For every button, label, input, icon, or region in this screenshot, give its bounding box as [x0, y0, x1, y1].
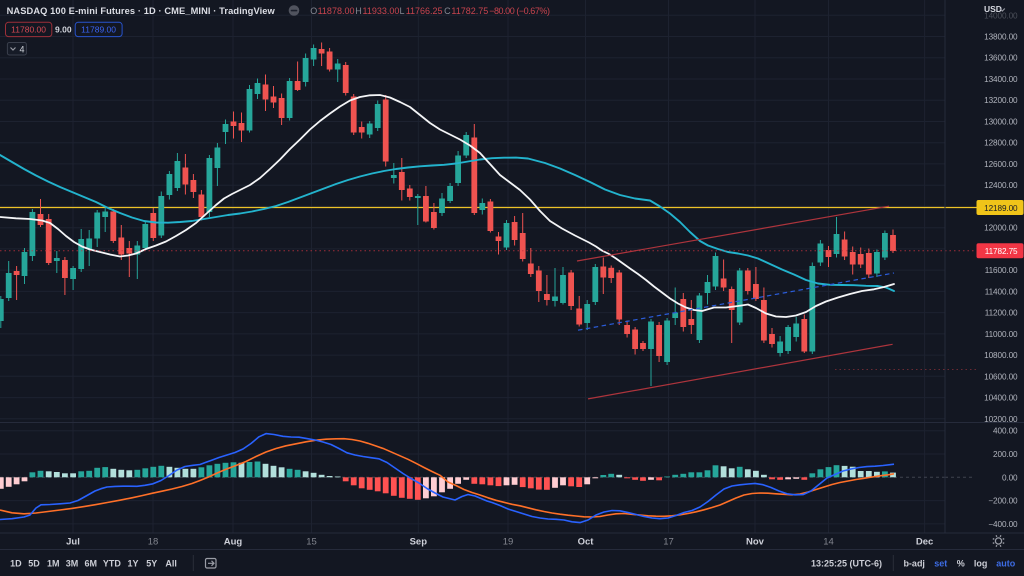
svg-text:−400.00: −400.00	[988, 520, 1018, 529]
svg-text:11000.00: 11000.00	[985, 330, 1018, 339]
svg-text:14: 14	[823, 536, 834, 547]
svg-text:USD: USD	[984, 4, 1002, 14]
svg-text:13000.00: 13000.00	[984, 118, 1018, 127]
svg-text:11933.00: 11933.00	[363, 6, 400, 16]
svg-text:10400.00: 10400.00	[984, 394, 1018, 403]
svg-text:9.00: 9.00	[55, 25, 72, 35]
svg-text:11780.00: 11780.00	[11, 25, 46, 35]
svg-text:13400.00: 13400.00	[984, 75, 1018, 84]
svg-text:11782.75: 11782.75	[451, 6, 488, 16]
svg-text:Oct: Oct	[578, 536, 595, 547]
svg-text:10600.00: 10600.00	[984, 372, 1018, 381]
svg-text:13600.00: 13600.00	[984, 54, 1018, 63]
svg-text:1D: 1D	[10, 558, 22, 568]
svg-text:5Y: 5Y	[146, 558, 157, 568]
svg-text:400.00: 400.00	[993, 427, 1018, 436]
svg-text:12600.00: 12600.00	[984, 160, 1018, 169]
svg-text:b-adj: b-adj	[903, 558, 925, 568]
svg-text:Sep: Sep	[410, 536, 428, 547]
svg-text:All: All	[165, 558, 177, 568]
svg-text:L: L	[400, 6, 405, 16]
svg-text:12800.00: 12800.00	[984, 139, 1018, 148]
svg-text:10800.00: 10800.00	[984, 351, 1018, 360]
svg-text:Nov: Nov	[746, 536, 765, 547]
svg-text:H: H	[355, 6, 362, 16]
svg-text:11782.75: 11782.75	[985, 247, 1018, 256]
svg-text:17: 17	[663, 536, 674, 547]
svg-text:3M: 3M	[66, 558, 79, 568]
svg-text:set: set	[934, 558, 947, 568]
svg-text:11766.25: 11766.25	[406, 6, 443, 16]
svg-text:1M: 1M	[47, 558, 60, 568]
svg-text:−80.00 (−0.67%): −80.00 (−0.67%)	[489, 6, 550, 16]
svg-text:4: 4	[20, 45, 25, 55]
svg-text:11200.00: 11200.00	[985, 309, 1018, 318]
svg-text:O: O	[310, 6, 317, 16]
svg-text:Jul: Jul	[66, 536, 80, 547]
svg-text:13200.00: 13200.00	[984, 96, 1018, 105]
svg-text:YTD: YTD	[103, 558, 122, 568]
svg-text:11400.00: 11400.00	[985, 287, 1018, 296]
svg-text:13800.00: 13800.00	[984, 33, 1018, 42]
svg-text:%: %	[957, 558, 965, 568]
svg-text:C: C	[444, 6, 451, 16]
svg-text:−200.00: −200.00	[988, 497, 1018, 506]
svg-text:11789.00: 11789.00	[81, 25, 116, 35]
svg-text:Dec: Dec	[916, 536, 933, 547]
svg-text:18: 18	[148, 536, 159, 547]
svg-text:11600.00: 11600.00	[985, 266, 1018, 275]
svg-text:1Y: 1Y	[127, 558, 138, 568]
svg-text:Aug: Aug	[224, 536, 243, 547]
svg-text:13:25:25 (UTC-6): 13:25:25 (UTC-6)	[811, 558, 882, 568]
svg-text:14000.00: 14000.00	[984, 11, 1018, 20]
svg-text:12400.00: 12400.00	[984, 181, 1018, 190]
svg-text:log: log	[974, 558, 988, 568]
svg-text:19: 19	[503, 536, 514, 547]
svg-text:12189.00: 12189.00	[984, 204, 1018, 213]
svg-text:NASDAQ 100 E-mini Futures · 1D: NASDAQ 100 E-mini Futures · 1D · CME_MIN…	[7, 6, 276, 16]
svg-text:200.00: 200.00	[993, 450, 1018, 459]
svg-text:auto: auto	[996, 558, 1016, 568]
svg-text:10200.00: 10200.00	[984, 415, 1018, 424]
svg-text:0.00: 0.00	[1002, 473, 1018, 482]
svg-text:6M: 6M	[85, 558, 98, 568]
svg-text:11878.00: 11878.00	[318, 6, 355, 16]
svg-text:5D: 5D	[28, 558, 40, 568]
svg-text:12000.00: 12000.00	[984, 224, 1018, 233]
svg-text:15: 15	[306, 536, 317, 547]
